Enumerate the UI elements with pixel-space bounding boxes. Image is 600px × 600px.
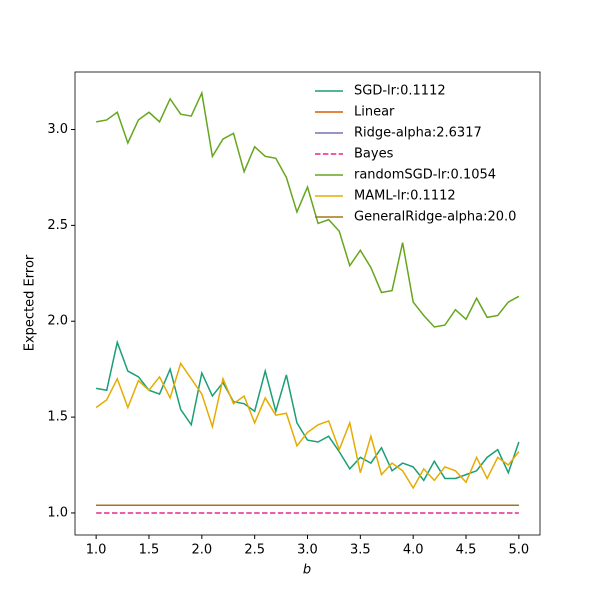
series-line	[95, 361, 520, 490]
x-tick-label: 2.5	[244, 543, 265, 558]
x-tick-label: 1.0	[86, 543, 107, 558]
plot-lines	[95, 90, 520, 514]
legend-label: Ridge-alpha:2.6317	[354, 126, 482, 141]
y-tick-label: 3.0	[47, 122, 68, 137]
legend-label: SGD-lr:0.1112	[354, 84, 446, 99]
y-tick-label: 1.0	[47, 505, 68, 520]
x-tick-label: 1.5	[139, 543, 160, 558]
legend-label: Linear	[354, 105, 395, 120]
y-tick-label: 2.5	[47, 218, 68, 233]
x-tick-label: 4.5	[456, 543, 477, 558]
x-tick-label: 3.5	[350, 543, 371, 558]
x-tick-label: 4.0	[403, 543, 424, 558]
y-tick-label: 2.0	[47, 314, 68, 329]
series-line	[96, 339, 520, 482]
x-tick-label: 2.0	[191, 543, 212, 558]
legend-label: randomSGD-lr:0.1054	[354, 168, 496, 183]
legend-label: GeneralRidge-alpha:20.0	[354, 210, 516, 225]
legend-label: MAML-lr:0.1112	[354, 189, 456, 204]
x-tick-label: 3.0	[297, 543, 318, 558]
x-tick-label: 5.0	[509, 543, 530, 558]
legend-label: Bayes	[354, 147, 394, 162]
series-line	[96, 90, 520, 328]
y-axis-label: Expected Error	[23, 254, 38, 351]
plot-frame	[74, 71, 541, 536]
y-tick-label: 1.5	[47, 410, 68, 425]
x-axis-label: b	[303, 563, 311, 578]
